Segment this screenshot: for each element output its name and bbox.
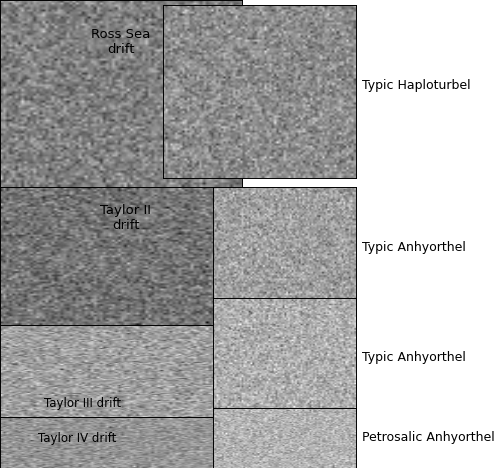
Text: Taylor III drift: Taylor III drift <box>44 397 121 410</box>
Text: Typic Anhyorthel: Typic Anhyorthel <box>362 351 466 365</box>
Text: Typic Anhyorthel: Typic Anhyorthel <box>362 241 466 255</box>
Text: Taylor II
drift: Taylor II drift <box>100 204 152 232</box>
Text: Taylor IV drift: Taylor IV drift <box>38 432 117 445</box>
Text: Ross Sea
drift: Ross Sea drift <box>92 28 150 56</box>
Text: Typic Haploturbel: Typic Haploturbel <box>362 79 470 92</box>
Text: Petrosalic Anhyorthel: Petrosalic Anhyorthel <box>362 431 495 445</box>
